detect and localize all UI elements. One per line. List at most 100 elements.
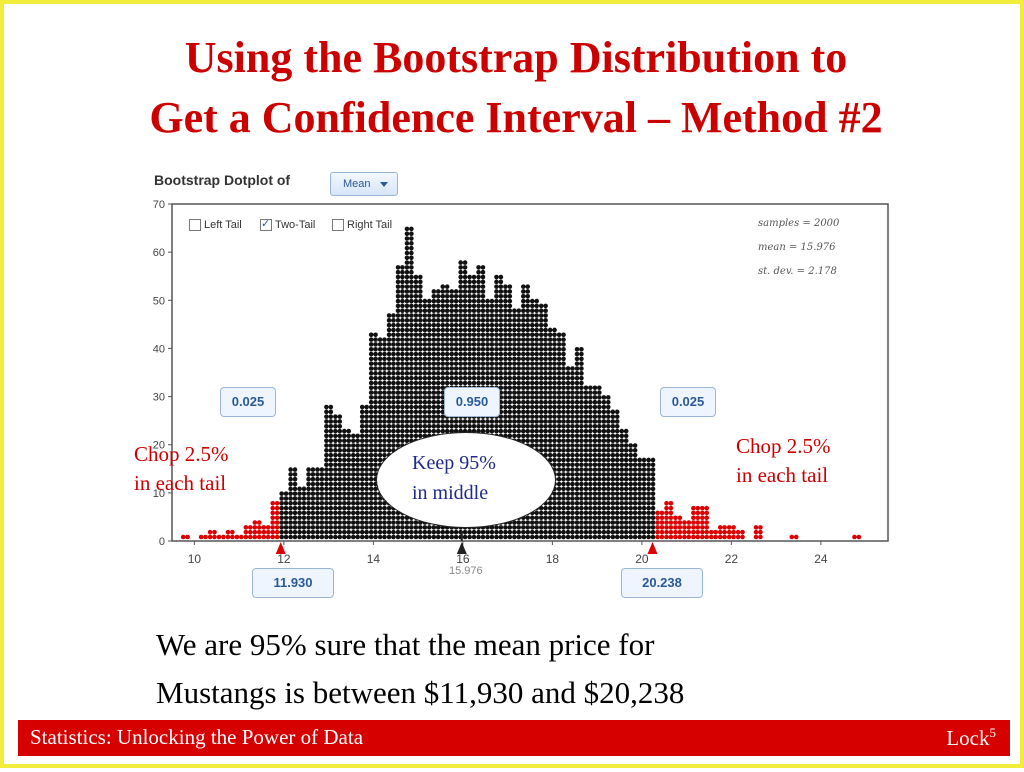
dot-kept bbox=[579, 371, 584, 376]
dot-kept bbox=[395, 419, 401, 424]
dot-kept bbox=[512, 371, 517, 376]
dot-kept bbox=[404, 366, 410, 371]
dot-kept bbox=[395, 399, 401, 405]
dot-kept bbox=[315, 486, 320, 492]
dot-tail bbox=[256, 529, 262, 535]
dot-kept bbox=[297, 505, 302, 511]
dot-kept bbox=[400, 529, 405, 535]
dot-kept bbox=[637, 534, 642, 540]
dot-kept bbox=[467, 419, 472, 424]
dot-kept bbox=[561, 342, 566, 347]
dot-kept bbox=[610, 486, 616, 492]
dot-kept bbox=[342, 510, 347, 516]
dot-kept bbox=[467, 529, 472, 535]
dot-kept bbox=[547, 380, 553, 386]
dot-kept bbox=[489, 361, 495, 366]
dot-kept bbox=[588, 433, 593, 439]
dot-kept bbox=[462, 342, 468, 347]
dot-kept bbox=[534, 342, 539, 347]
dot-kept bbox=[521, 298, 526, 304]
dot-kept bbox=[552, 443, 557, 448]
dot-kept bbox=[570, 423, 575, 429]
dot-kept bbox=[382, 433, 387, 439]
dot-kept bbox=[650, 520, 656, 525]
dot-tail bbox=[695, 520, 701, 525]
two-tail-checkbox-box[interactable] bbox=[260, 217, 272, 231]
right-tail-checkbox[interactable]: Right Tail bbox=[332, 219, 392, 231]
dot-kept bbox=[561, 361, 566, 366]
dot-kept bbox=[601, 476, 607, 482]
dot-kept bbox=[538, 423, 544, 429]
right-tail-proportion[interactable]: 0.025 bbox=[660, 387, 716, 417]
dot-kept bbox=[623, 428, 629, 434]
dot-kept bbox=[373, 390, 378, 395]
dot-kept bbox=[529, 298, 535, 304]
dot-tail bbox=[704, 505, 710, 511]
statistic-dropdown[interactable]: Mean bbox=[330, 172, 398, 196]
two-tail-checkbox[interactable]: Two-Tail bbox=[260, 217, 315, 231]
dot-kept bbox=[409, 395, 414, 400]
middle-proportion[interactable]: 0.950 bbox=[444, 387, 500, 417]
dot-kept bbox=[543, 515, 548, 521]
dot-tail bbox=[664, 520, 669, 525]
dot-kept bbox=[422, 419, 428, 424]
dot-kept bbox=[346, 529, 352, 535]
dot-kept bbox=[628, 510, 634, 516]
dot-kept bbox=[516, 318, 522, 323]
right-tail-checkbox-box[interactable] bbox=[332, 219, 344, 231]
dot-kept bbox=[489, 534, 495, 540]
dot-kept bbox=[534, 371, 539, 376]
dot-kept bbox=[552, 419, 557, 424]
dot-kept bbox=[449, 308, 455, 314]
dot-kept bbox=[623, 525, 629, 530]
dot-tail bbox=[717, 534, 723, 540]
dot-kept bbox=[597, 476, 602, 482]
dot-tail bbox=[704, 510, 710, 516]
dot-kept bbox=[623, 448, 629, 453]
dot-kept bbox=[521, 327, 526, 333]
dot-kept bbox=[413, 308, 419, 314]
dot-kept bbox=[386, 313, 392, 318]
dot-kept bbox=[409, 366, 414, 371]
dot-kept bbox=[422, 356, 428, 362]
dot-kept bbox=[355, 529, 360, 535]
dot-tail bbox=[856, 534, 862, 540]
dot-tail bbox=[691, 505, 696, 511]
dot-kept bbox=[543, 399, 548, 405]
dot-kept bbox=[404, 404, 410, 410]
dot-kept bbox=[467, 274, 472, 280]
dot-kept bbox=[552, 395, 557, 400]
dot-kept bbox=[350, 433, 356, 439]
dot-kept bbox=[583, 515, 589, 521]
dot-kept bbox=[413, 428, 419, 434]
dot-tail bbox=[270, 501, 276, 506]
dot-kept bbox=[503, 428, 508, 434]
dot-kept bbox=[435, 423, 441, 429]
dot-kept bbox=[328, 476, 334, 482]
dot-kept bbox=[435, 414, 441, 419]
dot-kept bbox=[458, 371, 463, 376]
dot-kept bbox=[458, 356, 463, 362]
dot-kept bbox=[440, 303, 446, 309]
dot-kept bbox=[310, 525, 316, 530]
dot-kept bbox=[614, 419, 620, 424]
upper-bound-value[interactable]: 20.238 bbox=[621, 568, 703, 598]
dot-kept bbox=[525, 332, 531, 338]
dot-kept bbox=[628, 476, 634, 482]
dot-kept bbox=[588, 534, 593, 540]
dot-kept bbox=[359, 501, 365, 506]
dot-kept bbox=[570, 433, 575, 439]
dot-kept bbox=[364, 404, 369, 410]
dot-kept bbox=[377, 505, 383, 511]
dot-kept bbox=[342, 525, 347, 530]
dot-kept bbox=[333, 438, 338, 444]
left-tail-proportion[interactable]: 0.025 bbox=[220, 387, 276, 417]
left-tail-checkbox[interactable]: Left Tail bbox=[189, 219, 242, 231]
dot-kept bbox=[565, 472, 571, 477]
dot-kept bbox=[409, 409, 414, 415]
left-tail-checkbox-box[interactable] bbox=[189, 219, 201, 231]
dot-kept bbox=[538, 525, 544, 530]
lower-bound-value[interactable]: 11.930 bbox=[252, 568, 334, 598]
dot-kept bbox=[373, 423, 378, 429]
dot-kept bbox=[324, 505, 329, 511]
